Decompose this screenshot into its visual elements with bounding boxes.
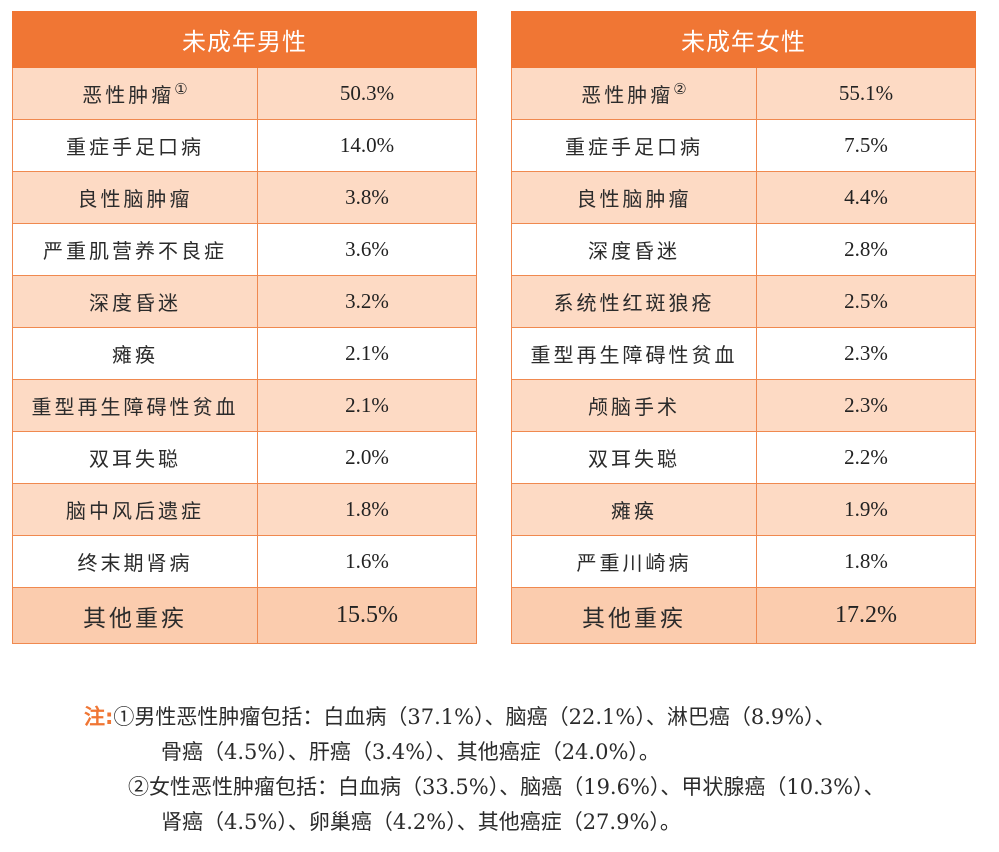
table-row: 颅脑手术 2.3%	[511, 379, 976, 432]
disease-name: 恶性肿瘤①	[12, 67, 258, 120]
table-row-other: 其他重疾 15.5%	[12, 587, 477, 644]
table-row: 双耳失聪 2.2%	[511, 431, 976, 484]
percentage: 14.0%	[257, 119, 477, 172]
percentage: 1.8%	[756, 535, 976, 588]
table-row: 重症手足口病 7.5%	[511, 119, 976, 172]
table-row: 恶性肿瘤① 50.3%	[12, 67, 477, 120]
percentage: 1.9%	[756, 483, 976, 536]
disease-name: 深度昏迷	[12, 275, 258, 328]
percentage: 4.4%	[756, 171, 976, 224]
footnote-mark: ②	[673, 80, 687, 98]
percentage: 55.1%	[756, 67, 976, 120]
disease-name: 双耳失聪	[12, 431, 258, 484]
disease-name: 重型再生障碍性贫血	[511, 327, 757, 380]
note-label: 注:	[84, 705, 114, 729]
percentage: 3.2%	[257, 275, 477, 328]
disease-name: 重型再生障碍性贫血	[12, 379, 258, 432]
note-male-line-2: 骨癌（4.5%）、肝癌（3.4%）、其他癌症（24.0%）。	[161, 740, 660, 764]
percentage: 2.3%	[756, 379, 976, 432]
percentage: 7.5%	[756, 119, 976, 172]
table-minor-female: 未成年女性 恶性肿瘤② 55.1% 重症手足口病 7.5% 良性脑肿瘤 4.4% 深度…	[511, 11, 976, 644]
disease-name: 终末期肾病	[12, 535, 258, 588]
footnotes: 注:①男性恶性肿瘤包括：白血病（37.1%）、脑癌（22.1%）、淋巴癌（8.9…	[84, 700, 984, 840]
disease-name: 严重川崎病	[511, 535, 757, 588]
percentage: 3.8%	[257, 171, 477, 224]
percentage: 2.5%	[756, 275, 976, 328]
disease-name: 瘫痪	[12, 327, 258, 380]
percentage: 1.8%	[257, 483, 477, 536]
disease-name: 其他重疾	[511, 587, 757, 644]
percentage: 2.2%	[756, 431, 976, 484]
table-title-male: 未成年男性	[12, 11, 477, 68]
percentage: 3.6%	[257, 223, 477, 276]
table-row: 终末期肾病 1.6%	[12, 535, 477, 588]
percentage: 50.3%	[257, 67, 477, 120]
table-row: 重症手足口病 14.0%	[12, 119, 477, 172]
note-line: 注:①男性恶性肿瘤包括：白血病（37.1%）、脑癌（22.1%）、淋巴癌（8.9…	[84, 700, 984, 735]
table-minor-male: 未成年男性 恶性肿瘤① 50.3% 重症手足口病 14.0% 良性脑肿瘤 3.8% 严…	[12, 11, 477, 644]
percentage: 2.8%	[756, 223, 976, 276]
table-row: 严重肌营养不良症 3.6%	[12, 223, 477, 276]
disease-name: 深度昏迷	[511, 223, 757, 276]
percentage: 1.6%	[257, 535, 477, 588]
note-female-line-2: 肾癌（4.5%）、卵巢癌（4.2%）、其他癌症（27.9%）。	[161, 810, 681, 834]
disease-name: 脑中风后遗症	[12, 483, 258, 536]
table-row: 恶性肿瘤② 55.1%	[511, 67, 976, 120]
disease-name: 双耳失聪	[511, 431, 757, 484]
table-row: 深度昏迷 3.2%	[12, 275, 477, 328]
disease-name: 瘫痪	[511, 483, 757, 536]
percentage: 2.3%	[756, 327, 976, 380]
table-row: 良性脑肿瘤 3.8%	[12, 171, 477, 224]
disease-name: 严重肌营养不良症	[12, 223, 258, 276]
table-title-female: 未成年女性	[511, 11, 976, 68]
percentage: 15.5%	[257, 587, 477, 644]
percentage: 2.1%	[257, 379, 477, 432]
disease-name: 重症手足口病	[12, 119, 258, 172]
percentage: 17.2%	[756, 587, 976, 644]
table-row: 重型再生障碍性贫血 2.1%	[12, 379, 477, 432]
table-row: 双耳失聪 2.0%	[12, 431, 477, 484]
table-row: 脑中风后遗症 1.8%	[12, 483, 477, 536]
table-row: 瘫痪 1.9%	[511, 483, 976, 536]
footnote-mark: ①	[174, 80, 188, 98]
table-row: 重型再生障碍性贫血 2.3%	[511, 327, 976, 380]
percentage: 2.0%	[257, 431, 477, 484]
disease-name: 恶性肿瘤②	[511, 67, 757, 120]
disease-name: 重症手足口病	[511, 119, 757, 172]
note-female-line-1: ②女性恶性肿瘤包括：白血病（33.5%）、脑癌（19.6%）、甲状腺癌（10.3…	[128, 775, 885, 799]
table-row: 良性脑肿瘤 4.4%	[511, 171, 976, 224]
table-row: 严重川崎病 1.8%	[511, 535, 976, 588]
disease-name: 系统性红斑狼疮	[511, 275, 757, 328]
note-male-line-1: ①男性恶性肿瘤包括：白血病（37.1%）、脑癌（22.1%）、淋巴癌（8.9%）…	[113, 705, 836, 729]
disease-name: 良性脑肿瘤	[511, 171, 757, 224]
disease-name: 良性脑肿瘤	[12, 171, 258, 224]
table-row: 深度昏迷 2.8%	[511, 223, 976, 276]
table-row-other: 其他重疾 17.2%	[511, 587, 976, 644]
disease-name: 颅脑手术	[511, 379, 757, 432]
table-row: 系统性红斑狼疮 2.5%	[511, 275, 976, 328]
table-row: 瘫痪 2.1%	[12, 327, 477, 380]
percentage: 2.1%	[257, 327, 477, 380]
disease-name: 其他重疾	[12, 587, 258, 644]
